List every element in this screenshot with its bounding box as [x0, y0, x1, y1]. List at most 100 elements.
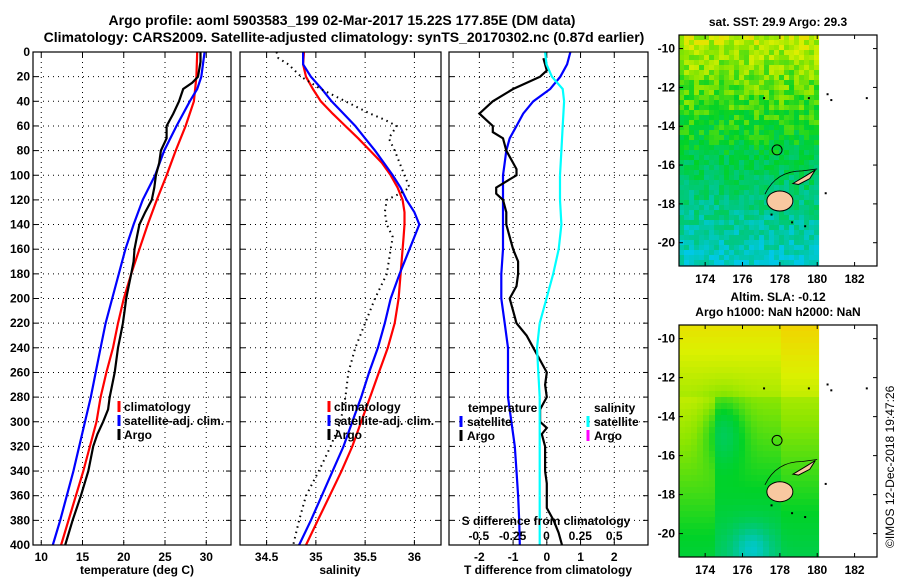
map-cell: [709, 421, 715, 427]
map-cell: [729, 75, 734, 80]
map-cell: [679, 379, 685, 385]
map-cell: [721, 427, 727, 433]
legend-salinity-title: salinity: [594, 401, 636, 415]
map-cell: [749, 175, 754, 180]
map-cell: [691, 331, 697, 337]
map-cell: [699, 215, 704, 220]
map-cell: [744, 75, 749, 80]
map-cell: [714, 210, 719, 215]
map-cell: [709, 105, 714, 110]
map-cell: [789, 40, 794, 45]
map-cell: [754, 180, 759, 185]
map-cell: [799, 523, 805, 529]
x-tick-label: -1: [508, 550, 519, 564]
map-cell: [749, 150, 754, 155]
map-cell: [719, 60, 724, 65]
map-cell: [754, 225, 759, 230]
map-cell: [744, 45, 749, 50]
map-cell: [684, 40, 689, 45]
map-cell: [724, 235, 729, 240]
map-cell: [739, 235, 744, 240]
map-cell: [805, 367, 811, 373]
map-cell: [729, 130, 734, 135]
map-cell: [784, 155, 789, 160]
map-cell: [724, 70, 729, 75]
map-cell: [704, 205, 709, 210]
map-cell: [817, 469, 820, 475]
map-cell: [739, 210, 744, 215]
map-cell: [794, 250, 799, 255]
map-cell: [809, 80, 814, 85]
map-cell: [754, 145, 759, 150]
map-cell: [779, 40, 784, 45]
map-cell: [751, 439, 757, 445]
map-cell: [754, 215, 759, 220]
map-cell: [757, 511, 763, 517]
map-cell: [727, 397, 733, 403]
map-cell: [779, 100, 784, 105]
map-cell: [749, 235, 754, 240]
map-cell: [739, 105, 744, 110]
map-cell: [781, 349, 787, 355]
map-cell: [754, 105, 759, 110]
map-cell: [719, 140, 724, 145]
map-cell: [684, 160, 689, 165]
map-cell: [763, 349, 769, 355]
map-cell: [805, 541, 811, 547]
map-cell: [739, 120, 744, 125]
map-cell: [749, 220, 754, 225]
map-cell: [784, 250, 789, 255]
map-cell: [709, 361, 715, 367]
map-cell: [784, 165, 789, 170]
map-cell: [745, 457, 751, 463]
map-cell: [809, 120, 814, 125]
map-cell: [699, 195, 704, 200]
map-cell: [715, 457, 721, 463]
map-cell: [814, 60, 819, 65]
map-cell: [733, 439, 739, 445]
x-tick-label: 35: [309, 550, 323, 564]
map-cell: [751, 427, 757, 433]
y-tick-label: 300: [10, 415, 30, 429]
map-cell: [679, 517, 685, 523]
map-cell: [764, 205, 769, 210]
map-cell: [694, 75, 699, 80]
map-cell: [684, 215, 689, 220]
map-cell: [799, 100, 804, 105]
map-cell: [734, 60, 739, 65]
map-cell: [721, 331, 727, 337]
map-cell: [729, 45, 734, 50]
map-cell: [727, 391, 733, 397]
map-cell: [684, 220, 689, 225]
map-cell: [774, 110, 779, 115]
map-cell: [679, 185, 684, 190]
map-cell: [727, 535, 733, 541]
map-cell: [804, 105, 809, 110]
map-cell: [784, 95, 789, 100]
map-cell: [769, 140, 774, 145]
map-cell: [739, 391, 745, 397]
map-cell: [714, 35, 719, 40]
map-cell: [775, 445, 781, 451]
map-cell: [733, 433, 739, 439]
map-cell: [809, 250, 814, 255]
map-cell: [799, 170, 804, 175]
map-cell: [779, 160, 784, 165]
map-cell: [697, 397, 703, 403]
map-cell: [764, 120, 769, 125]
map-cell: [789, 125, 794, 130]
map-cell: [775, 397, 781, 403]
map-cell: [779, 240, 784, 245]
map-cell: [769, 125, 774, 130]
map-cell: [789, 190, 794, 195]
map-cell: [709, 100, 714, 105]
map-cell: [751, 379, 757, 385]
map-cell: [733, 367, 739, 373]
map-cell: [754, 110, 759, 115]
map-cell: [809, 35, 814, 40]
map-cell: [809, 130, 814, 135]
map-cell: [794, 235, 799, 240]
map-cell: [759, 120, 764, 125]
map-cell: [734, 115, 739, 120]
y-tick-label: 40: [17, 94, 31, 108]
